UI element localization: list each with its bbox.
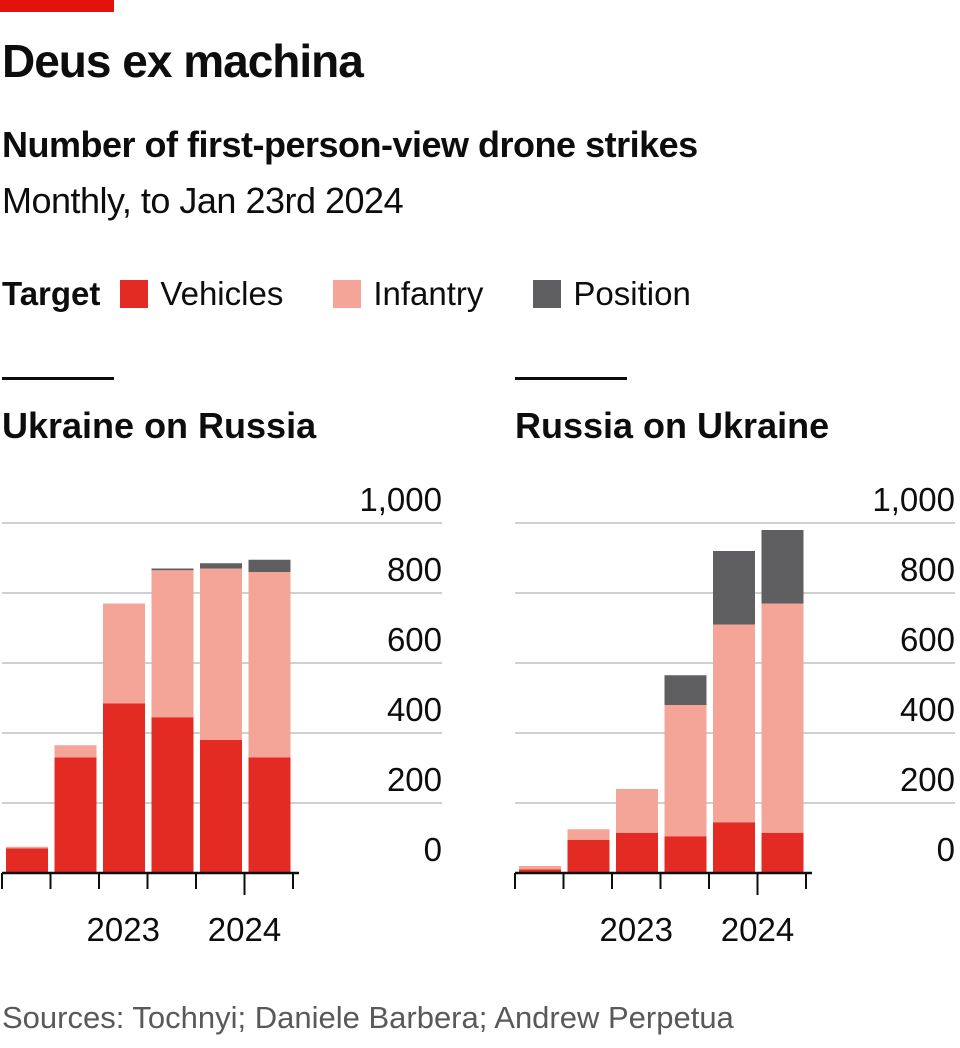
x-tick-label: 2024	[208, 911, 281, 948]
chart-subsubtitle: Monthly, to Jan 23rd 2024	[2, 180, 404, 221]
bar-segment-infantry	[248, 572, 291, 758]
bar-segment-vehicles	[713, 822, 755, 873]
bar-segment-infantry	[616, 789, 658, 833]
panel-title: Ukraine on Russia	[2, 405, 317, 446]
y-tick-label: 800	[900, 551, 955, 588]
bar-segment-position	[664, 675, 707, 705]
panel-title: Russia on Ukraine	[515, 405, 829, 446]
x-tick-label: 2024	[721, 911, 794, 948]
legend: Target Vehicles Infantry Position	[2, 272, 741, 316]
bar-segment-position	[151, 568, 194, 571]
bar-segment-vehicles	[103, 703, 145, 873]
y-tick-label: 800	[387, 551, 442, 588]
bar-segment-position	[200, 563, 242, 569]
bar-segment-infantry	[664, 705, 707, 837]
y-tick-label: 400	[387, 691, 442, 728]
chart-subtitle: Number of first-person-view drone strike…	[2, 124, 698, 165]
panel-ukraine-on-russia: Ukraine on Russia 1,000 800 600 400 200 0 2023 2…	[1, 377, 442, 948]
bar-segment-infantry	[761, 603, 804, 833]
legend-swatch-position	[533, 280, 562, 308]
bar-segment-vehicles	[54, 757, 97, 873]
x-tick-label: 2023	[600, 911, 673, 948]
bar-segment-position	[713, 551, 755, 625]
y-tick-label: 0	[424, 831, 442, 868]
bar-segment-infantry	[151, 570, 194, 718]
legend-swatch-vehicles	[120, 280, 149, 308]
legend-item-infantry: Infantry	[333, 275, 483, 313]
bar-segment-infantry	[567, 829, 610, 840]
legend-item-position: Position	[533, 275, 691, 313]
bar-segment-position	[761, 530, 804, 604]
bar-segment-position	[248, 559, 291, 572]
y-tick-label: 400	[900, 691, 955, 728]
bar-segment-vehicles	[519, 869, 561, 873]
panel-rule	[515, 377, 627, 380]
bar-segment-vehicles	[664, 836, 707, 873]
bar-segment-infantry	[200, 568, 242, 740]
chart-title: Deus ex machina	[2, 35, 364, 87]
legend-label-vehicles: Vehicles	[160, 275, 284, 312]
legend-label-position: Position	[573, 275, 691, 312]
y-tick-label: 1,000	[872, 481, 955, 518]
stacked-bar-charts: Ukraine on Russia 1,000 800 600 400 200 0 2023 2…	[1, 377, 955, 948]
bar-segment-infantry	[713, 624, 755, 823]
y-tick-label: 600	[387, 621, 442, 658]
bar-segment-vehicles	[761, 832, 804, 873]
bar-segment-vehicles	[248, 757, 291, 873]
y-tick-label: 600	[900, 621, 955, 658]
y-tick-label: 200	[387, 761, 442, 798]
bar-segment-vehicles	[200, 740, 242, 873]
y-tick-label: 1,000	[359, 481, 442, 518]
bar-segment-vehicles	[567, 839, 610, 873]
bar-segment-vehicles	[151, 717, 194, 873]
source-note: Sources: Tochnyi; Daniele Barbera; Andre…	[2, 1000, 734, 1035]
panel-russia-on-ukraine: Russia on Ukraine 1,000 800 600 400 200 0 2023 2…	[514, 377, 955, 948]
legend-label-infantry: Infantry	[373, 275, 484, 312]
panel-rule	[2, 377, 114, 380]
bar-segment-vehicles	[6, 848, 48, 873]
bar-segment-infantry	[54, 745, 97, 758]
bar-segment-infantry	[519, 866, 561, 870]
x-tick-label: 2023	[87, 911, 160, 948]
legend-item-vehicles: Vehicles	[120, 275, 283, 313]
y-tick-label: 200	[900, 761, 955, 798]
legend-swatch-infantry	[333, 280, 362, 308]
bar-segment-infantry	[103, 603, 145, 704]
legend-title: Target	[2, 275, 101, 312]
bar-segment-vehicles	[616, 832, 658, 873]
bar-segment-infantry	[6, 846, 48, 849]
brand-red-tag	[0, 0, 114, 12]
y-tick-label: 0	[937, 831, 955, 868]
